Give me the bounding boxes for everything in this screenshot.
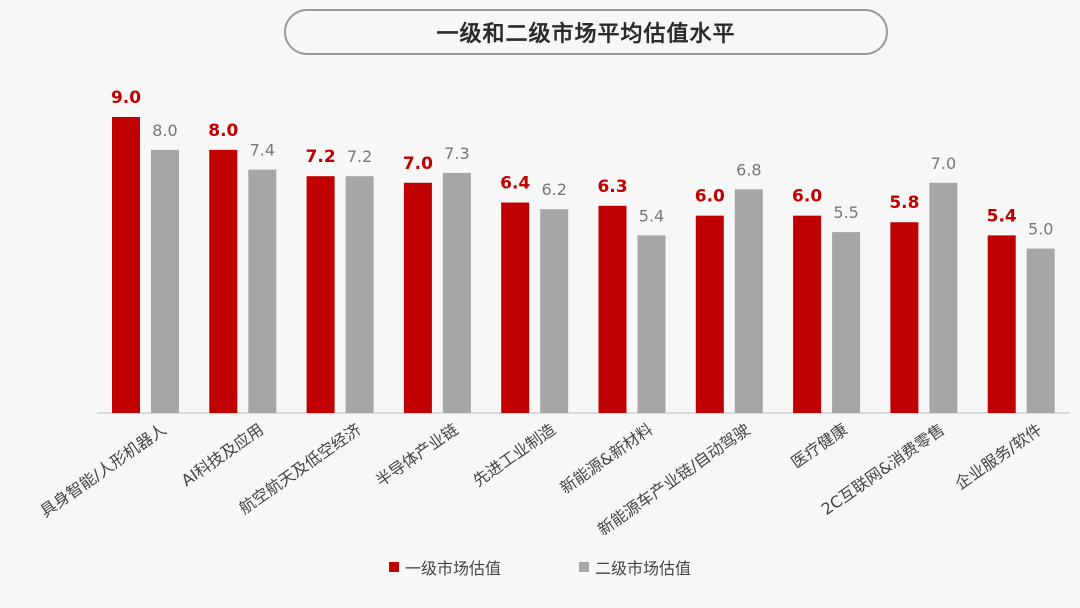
data-label-primary-7: 6.0 [792,187,822,207]
data-label-primary-5: 6.3 [597,177,627,197]
category-label-7: 医疗健康 [788,420,851,472]
data-label-secondary-6: 6.8 [736,160,761,179]
data-label-secondary-8: 7.0 [931,154,956,173]
chart-title-box: 一级和二级市场平均估值水平 [284,9,888,55]
legend-swatch-primary [388,562,399,572]
data-label-secondary-0: 8.0 [152,121,177,140]
legend: 一级市场估值 二级市场估值 [0,555,1080,579]
data-label-primary-4: 6.4 [500,174,530,194]
legend-label-secondary: 二级市场估值 [595,559,692,578]
bar-secondary-7 [832,232,861,413]
bar-primary-0 [112,117,140,413]
bar-secondary-5 [637,235,666,413]
bar-secondary-0 [151,149,179,413]
data-label-primary-8: 5.8 [889,193,919,213]
data-label-primary-0: 9.0 [111,88,141,108]
data-label-secondary-3: 7.3 [444,144,469,163]
legend-item-secondary: 二级市场估值 [579,555,691,579]
category-label-3: 半导体产业链 [372,420,462,491]
bar-primary-8 [890,222,919,413]
bar-secondary-3 [442,172,471,413]
data-label-secondary-9: 5.0 [1028,220,1053,239]
data-label-secondary-7: 5.5 [833,203,858,222]
category-label-1: AI科技及应用 [178,420,267,490]
bar-secondary-2 [345,176,374,413]
bar-secondary-4 [540,209,569,413]
bar-secondary-1 [248,169,277,413]
category-label-4: 先进工业制造 [469,420,559,491]
data-label-primary-1: 8.0 [208,121,238,141]
data-label-secondary-2: 7.2 [347,147,372,166]
data-label-primary-3: 7.0 [403,154,433,174]
category-label-6: 新能源车产业链/自动驾驶 [594,420,753,540]
data-label-secondary-4: 6.2 [541,180,566,199]
legend-swatch-secondary [579,562,589,572]
bar-primary-7 [793,215,822,413]
bar-primary-6 [695,215,724,413]
bar-primary-3 [403,182,432,413]
data-label-secondary-5: 5.4 [639,206,664,225]
data-label-primary-2: 7.2 [306,147,336,167]
category-label-9: 企业服务/软件 [952,420,1046,494]
category-label-5: 新能源&新材料 [557,420,657,498]
bar-secondary-6 [734,189,763,413]
bar-primary-4 [501,202,530,413]
bar-primary-1 [209,149,238,413]
legend-item-primary: 一级市场估值 [388,555,501,579]
bar-secondary-8 [929,182,958,413]
category-label-0: 具身智能/人形机器人 [37,420,170,521]
data-label-primary-6: 6.0 [695,187,725,207]
bar-primary-9 [987,235,1016,413]
legend-label-primary: 一级市场估值 [404,559,501,578]
chart-title: 一级和二级市场平均估值水平 [436,22,736,47]
data-label-primary-9: 5.4 [987,206,1017,226]
bar-primary-2 [306,176,335,413]
data-label-secondary-1: 7.4 [250,141,275,160]
bar-primary-5 [598,205,627,413]
bar-secondary-9 [1026,248,1055,413]
